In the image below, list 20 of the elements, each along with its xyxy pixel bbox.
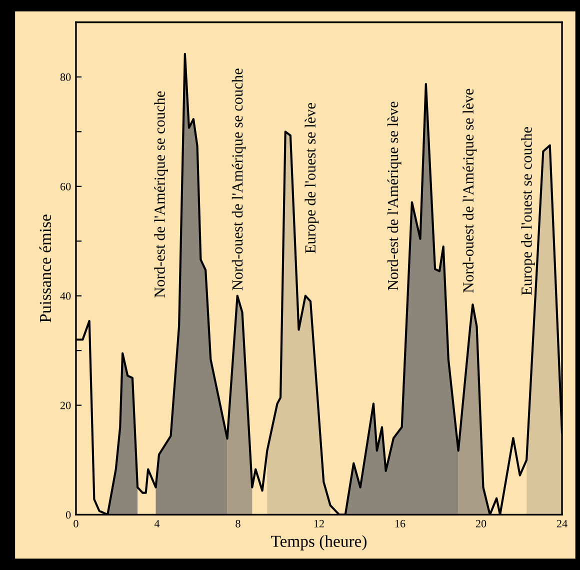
x-tick-label: 4 [154, 520, 160, 528]
y-axis-title: Puissance émise [39, 214, 52, 322]
y-tick-label: 60 [60, 182, 71, 190]
annotation: Nord-est de l'Amérique se lève [387, 102, 402, 290]
y-tick-label: 80 [60, 73, 71, 81]
annotation: Europe de l'ouest se lève [304, 102, 319, 254]
x-tick-label: 20 [476, 520, 486, 528]
x-tick-label: 16 [395, 520, 406, 528]
annotation: Nord-est de l'Amérique se couche [154, 91, 168, 298]
annotation: Nord-ouest de l'Amérique se couche [232, 68, 246, 290]
y-tick-label: 40 [60, 292, 71, 300]
annotation: Europe de l'ouest se couche [521, 127, 535, 296]
y-tick-label: 20 [60, 402, 71, 410]
x-tick-label: 8 [236, 520, 240, 528]
y-tick-label: 0 [66, 511, 71, 519]
x-tick-label: 24 [556, 520, 568, 528]
x-tick-label: 0 [74, 520, 78, 528]
annotation: Nord-ouest de l'Amérique se lève [462, 88, 477, 293]
x-tick-label: 12 [314, 520, 324, 528]
x-axis-title: Temps (heure) [271, 535, 367, 550]
